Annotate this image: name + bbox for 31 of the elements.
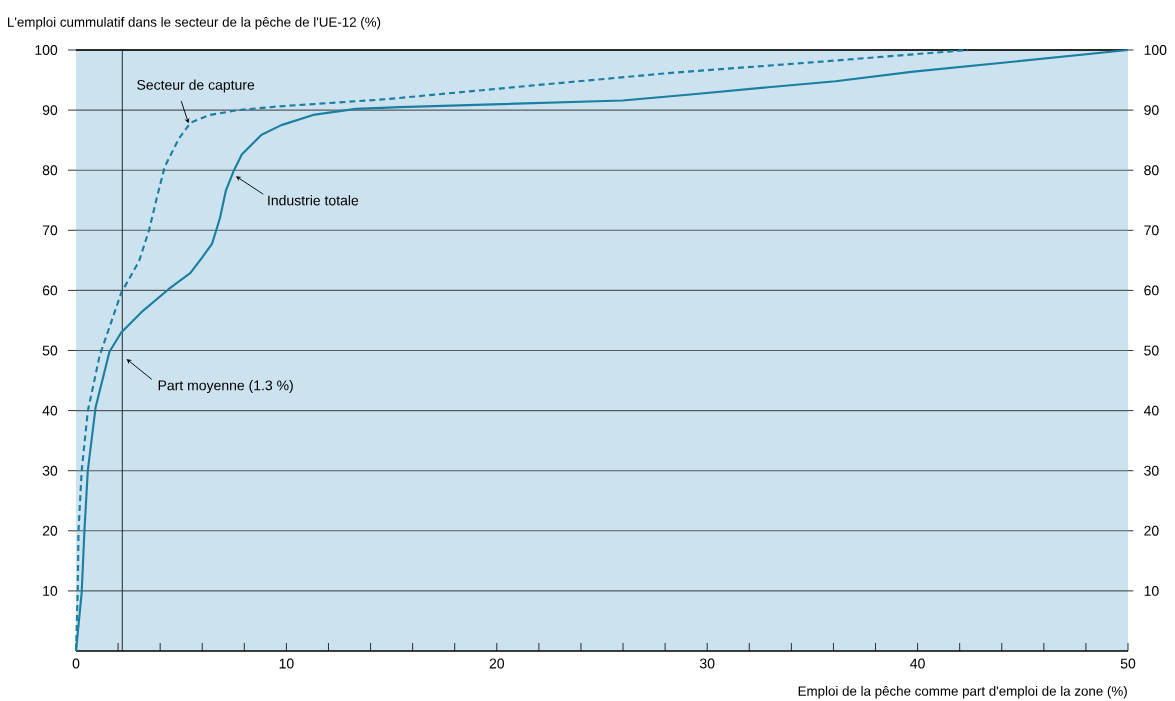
y-tick-label: 10: [43, 585, 58, 596]
x-tick-label: 40: [910, 658, 925, 669]
x-tick-label: 20: [489, 658, 505, 669]
x-tick-label: 50: [1120, 658, 1136, 669]
y-tick-label: 50: [42, 345, 58, 356]
y-tick-label: 80: [42, 165, 58, 176]
y-tick-label: 40: [42, 405, 58, 416]
y2-tick-label: 20: [1144, 525, 1159, 536]
y-tick-label: 70: [42, 225, 58, 236]
x-tick-label: 10: [279, 658, 294, 669]
y2-tick-label: 40: [1143, 405, 1159, 416]
series-label: Secteur de capture: [137, 79, 255, 93]
y-tick-label: 90: [42, 105, 58, 116]
x-axis-title: Emploi de la pêche comme part d'emploi de la zone (%): [798, 685, 1127, 699]
y2-tick-label: 100: [1144, 45, 1167, 55]
y2-tick-label: 60: [1144, 285, 1159, 296]
ref-line-label: Part moyenne (1.3 %): [158, 380, 293, 394]
y-tick-label: 60: [42, 285, 58, 296]
y-tick-label: 100: [35, 45, 58, 55]
x-tick-label: 0: [72, 658, 80, 669]
y2-tick-label: 50: [1144, 345, 1159, 356]
y2-tick-label: 70: [1144, 225, 1159, 236]
x-tick-label: 30: [699, 658, 715, 669]
y2-tick-label: 10: [1144, 585, 1159, 596]
y-tick-label: 20: [42, 525, 58, 536]
text: Industrie totale: [268, 195, 359, 206]
y2-tick-label: 90: [1144, 105, 1159, 116]
y2-tick-label: 80: [1144, 165, 1159, 176]
y-axis-title: L'emploi cummulatif dans le secteur de la pêche de l'UE-12 (%): [8, 16, 381, 30]
y-tick-label: 30: [42, 465, 58, 476]
y2-tick-label: 30: [1144, 465, 1159, 476]
